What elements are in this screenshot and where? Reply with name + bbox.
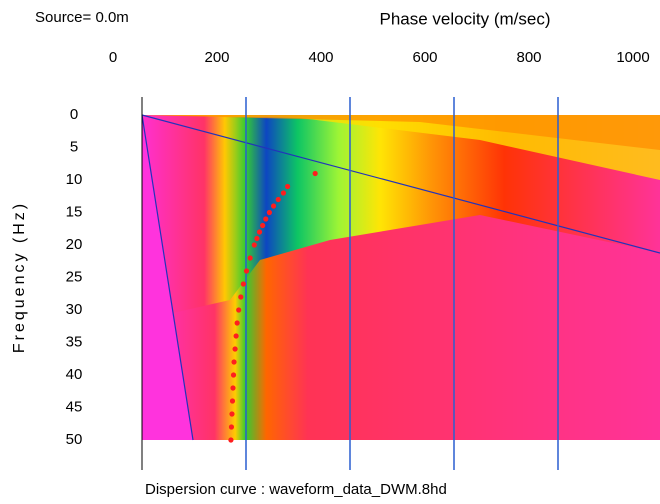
- caption: Dispersion curve : waveform_data_DWM.8hd: [145, 481, 447, 498]
- dispersion-point: [232, 346, 238, 352]
- dispersion-point: [275, 196, 281, 203]
- x-tick-label: 1000: [616, 49, 649, 66]
- dispersion-point: [229, 411, 235, 417]
- dispersion-point: [285, 183, 291, 190]
- x-tick-label: 200: [204, 49, 229, 66]
- dispersion-point: [260, 222, 266, 229]
- dispersion-point: [230, 372, 237, 378]
- y-tick-label: 45: [66, 398, 83, 415]
- dispersion-image: [142, 115, 660, 440]
- y-tick-label: 50: [66, 431, 83, 448]
- dispersion-point: [238, 294, 244, 300]
- dispersion-point: [234, 320, 240, 326]
- dispersion-point: [236, 307, 242, 313]
- x-tick-label: 400: [308, 49, 333, 66]
- y-tick-label: 40: [66, 366, 83, 383]
- source-label: Source= 0.0m: [35, 9, 129, 26]
- dispersion-point: [263, 216, 269, 222]
- dispersion-point: [228, 424, 235, 430]
- y-axis-label: Frequency (Hz): [11, 201, 28, 353]
- x-tick-label: 600: [412, 49, 437, 66]
- dispersion-point: [247, 255, 253, 261]
- y-tick-label: 5: [70, 138, 78, 155]
- dispersion-point: [270, 203, 277, 209]
- dispersion-point: [229, 398, 236, 404]
- x-tick-label: 0: [109, 49, 117, 66]
- dispersion-point: [243, 268, 250, 274]
- y-tick-label: 20: [66, 236, 83, 253]
- dispersion-point: [266, 209, 272, 216]
- dispersion-point: [231, 359, 237, 365]
- dispersion-point: [240, 281, 246, 287]
- y-tick-label: 0: [70, 106, 78, 123]
- y-tick-label: 30: [66, 301, 83, 318]
- dispersion-point: [233, 333, 239, 339]
- y-tick-label: 15: [66, 203, 83, 220]
- y-tick-label: 25: [66, 268, 83, 285]
- dispersion-point: [251, 242, 257, 248]
- alias-line: [141, 114, 660, 254]
- y-tick-label: 35: [66, 333, 83, 350]
- dispersion-point: [230, 385, 236, 391]
- dispersion-point: [228, 437, 234, 443]
- y-tick-label: 10: [66, 171, 83, 188]
- alias-line: [141, 114, 194, 441]
- dispersion-point: [280, 190, 287, 196]
- dispersion-point: [254, 235, 260, 242]
- dispersion-point: [312, 170, 318, 177]
- dispersion-point: [256, 229, 263, 235]
- chart-title: Phase velocity (m/sec): [380, 9, 551, 28]
- x-tick-label: 800: [516, 49, 541, 66]
